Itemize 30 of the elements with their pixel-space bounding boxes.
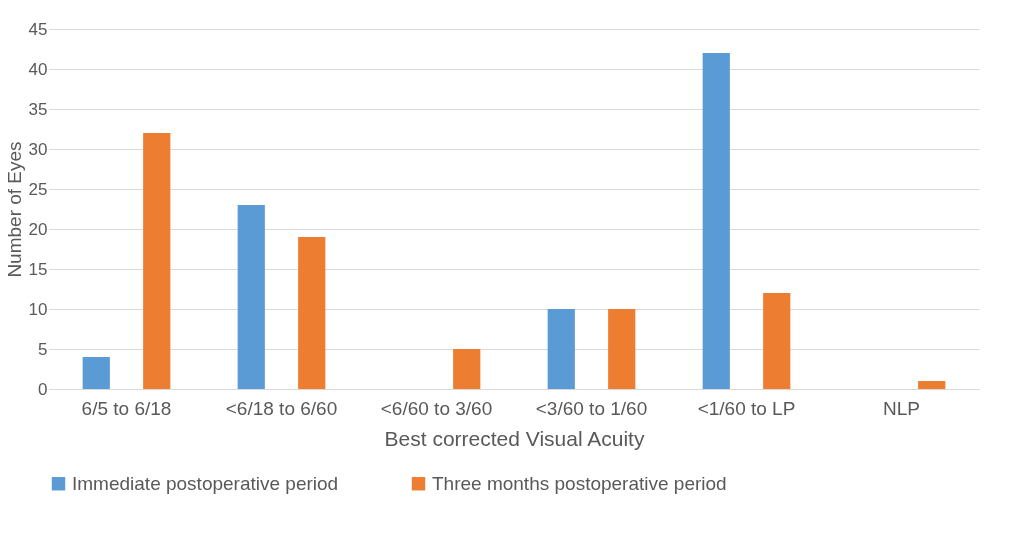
bar xyxy=(237,205,265,389)
y-axis-title: Number of Eyes xyxy=(3,141,25,278)
bar xyxy=(547,309,575,389)
x-tick-label: <1/60 to LP xyxy=(697,397,796,419)
x-tick-label: <6/60 to 3/60 xyxy=(380,397,493,419)
y-tick-label: 15 xyxy=(28,259,48,279)
y-tick-label: 25 xyxy=(28,179,48,199)
bar xyxy=(298,237,326,389)
y-tick-label: 10 xyxy=(28,299,48,319)
y-tick-label: 40 xyxy=(28,59,48,79)
y-tick-label: 45 xyxy=(28,19,48,39)
bar xyxy=(763,293,791,389)
x-axis-title: Best corrected Visual Acuity xyxy=(384,426,645,450)
y-tick-label: 30 xyxy=(28,139,48,159)
bar xyxy=(453,349,481,389)
bar xyxy=(608,309,636,389)
y-tick-label: 35 xyxy=(28,99,48,119)
legend-label: Three months postoperative period xyxy=(432,472,727,494)
y-tick-label: 5 xyxy=(38,339,48,359)
x-tick-label: NLP xyxy=(883,397,920,419)
x-tick-label: <6/18 to 6/60 xyxy=(225,397,338,419)
y-tick-label: 20 xyxy=(28,219,48,239)
x-tick-label: <3/60 to 1/60 xyxy=(535,397,648,419)
bar xyxy=(82,357,110,389)
x-tick-label: 6/5 to 6/18 xyxy=(81,397,172,419)
bar xyxy=(918,381,946,389)
legend-label: Immediate postoperative period xyxy=(72,472,339,494)
y-tick-label: 0 xyxy=(38,379,48,399)
bar xyxy=(702,53,730,389)
bar xyxy=(143,133,171,389)
